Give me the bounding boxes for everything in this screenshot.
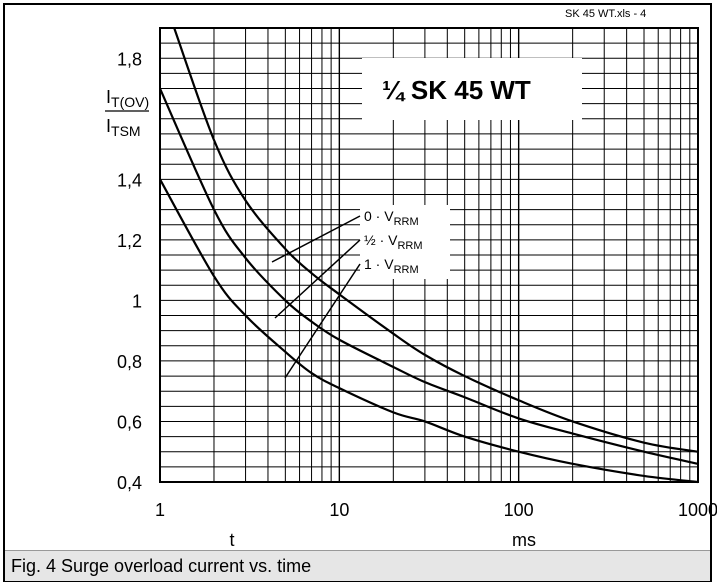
figure-caption: Fig. 4 Surge overload current vs. time	[11, 556, 312, 576]
y-tick-label: 1	[132, 291, 142, 311]
y-tick-label: 0,4	[117, 473, 142, 493]
series-line-0	[173, 27, 699, 453]
x-axis-unit: ms	[512, 530, 536, 550]
x-axis-label: t	[229, 530, 234, 550]
y-tick-label: 1,2	[117, 231, 142, 251]
legend-leader-1	[274, 239, 361, 319]
y-tick-label: 0,6	[117, 412, 142, 432]
y-tick-label: 1,8	[117, 49, 142, 69]
legend-label-2: 1 · VRRM	[364, 256, 419, 276]
caption-bar: Fig. 4 Surge overload current vs. time	[5, 550, 710, 581]
legend-leader-0	[271, 215, 361, 263]
x-tick-label: 10	[329, 500, 349, 520]
y-tick-label: 0,8	[117, 352, 142, 372]
legend-leader-2	[284, 263, 361, 379]
title-box	[362, 58, 582, 120]
curves	[158, 27, 699, 484]
file-ref: SK 45 WT.xls - 4	[565, 8, 646, 20]
x-tick-label: 100	[504, 500, 534, 520]
plot-border	[159, 27, 699, 483]
y-label-denominator: ITSM	[106, 116, 141, 139]
x-tick-label: 1	[155, 500, 165, 520]
legend: 0 · VRRM ½ · VRRM 1 · VRRM	[271, 205, 450, 379]
series-line-1	[158, 88, 699, 465]
legend-background	[360, 205, 450, 279]
legend-label-1: ½ · VRRM	[364, 232, 423, 252]
x-tick-label: 1000	[678, 500, 717, 520]
surge-chart: SK 45 WT.xls - 4 ¼ SK 45 WT 0 · VRRM ½ · …	[105, 8, 717, 550]
legend-label-0: 0 · VRRM	[364, 208, 419, 228]
chart-frame	[3, 3, 712, 582]
chart-title: ¼ SK 45 WT	[382, 75, 531, 105]
axis-labels: 1 10 100 1000 0,4 0,6 0,8 1 1,2 1,4 1,8 t ms IT(OV) IT…	[105, 49, 717, 550]
y-tick-label: 1,4	[117, 170, 142, 190]
series-line-2	[159, 178, 699, 484]
y-label-numerator: IT(OV)	[106, 87, 149, 110]
